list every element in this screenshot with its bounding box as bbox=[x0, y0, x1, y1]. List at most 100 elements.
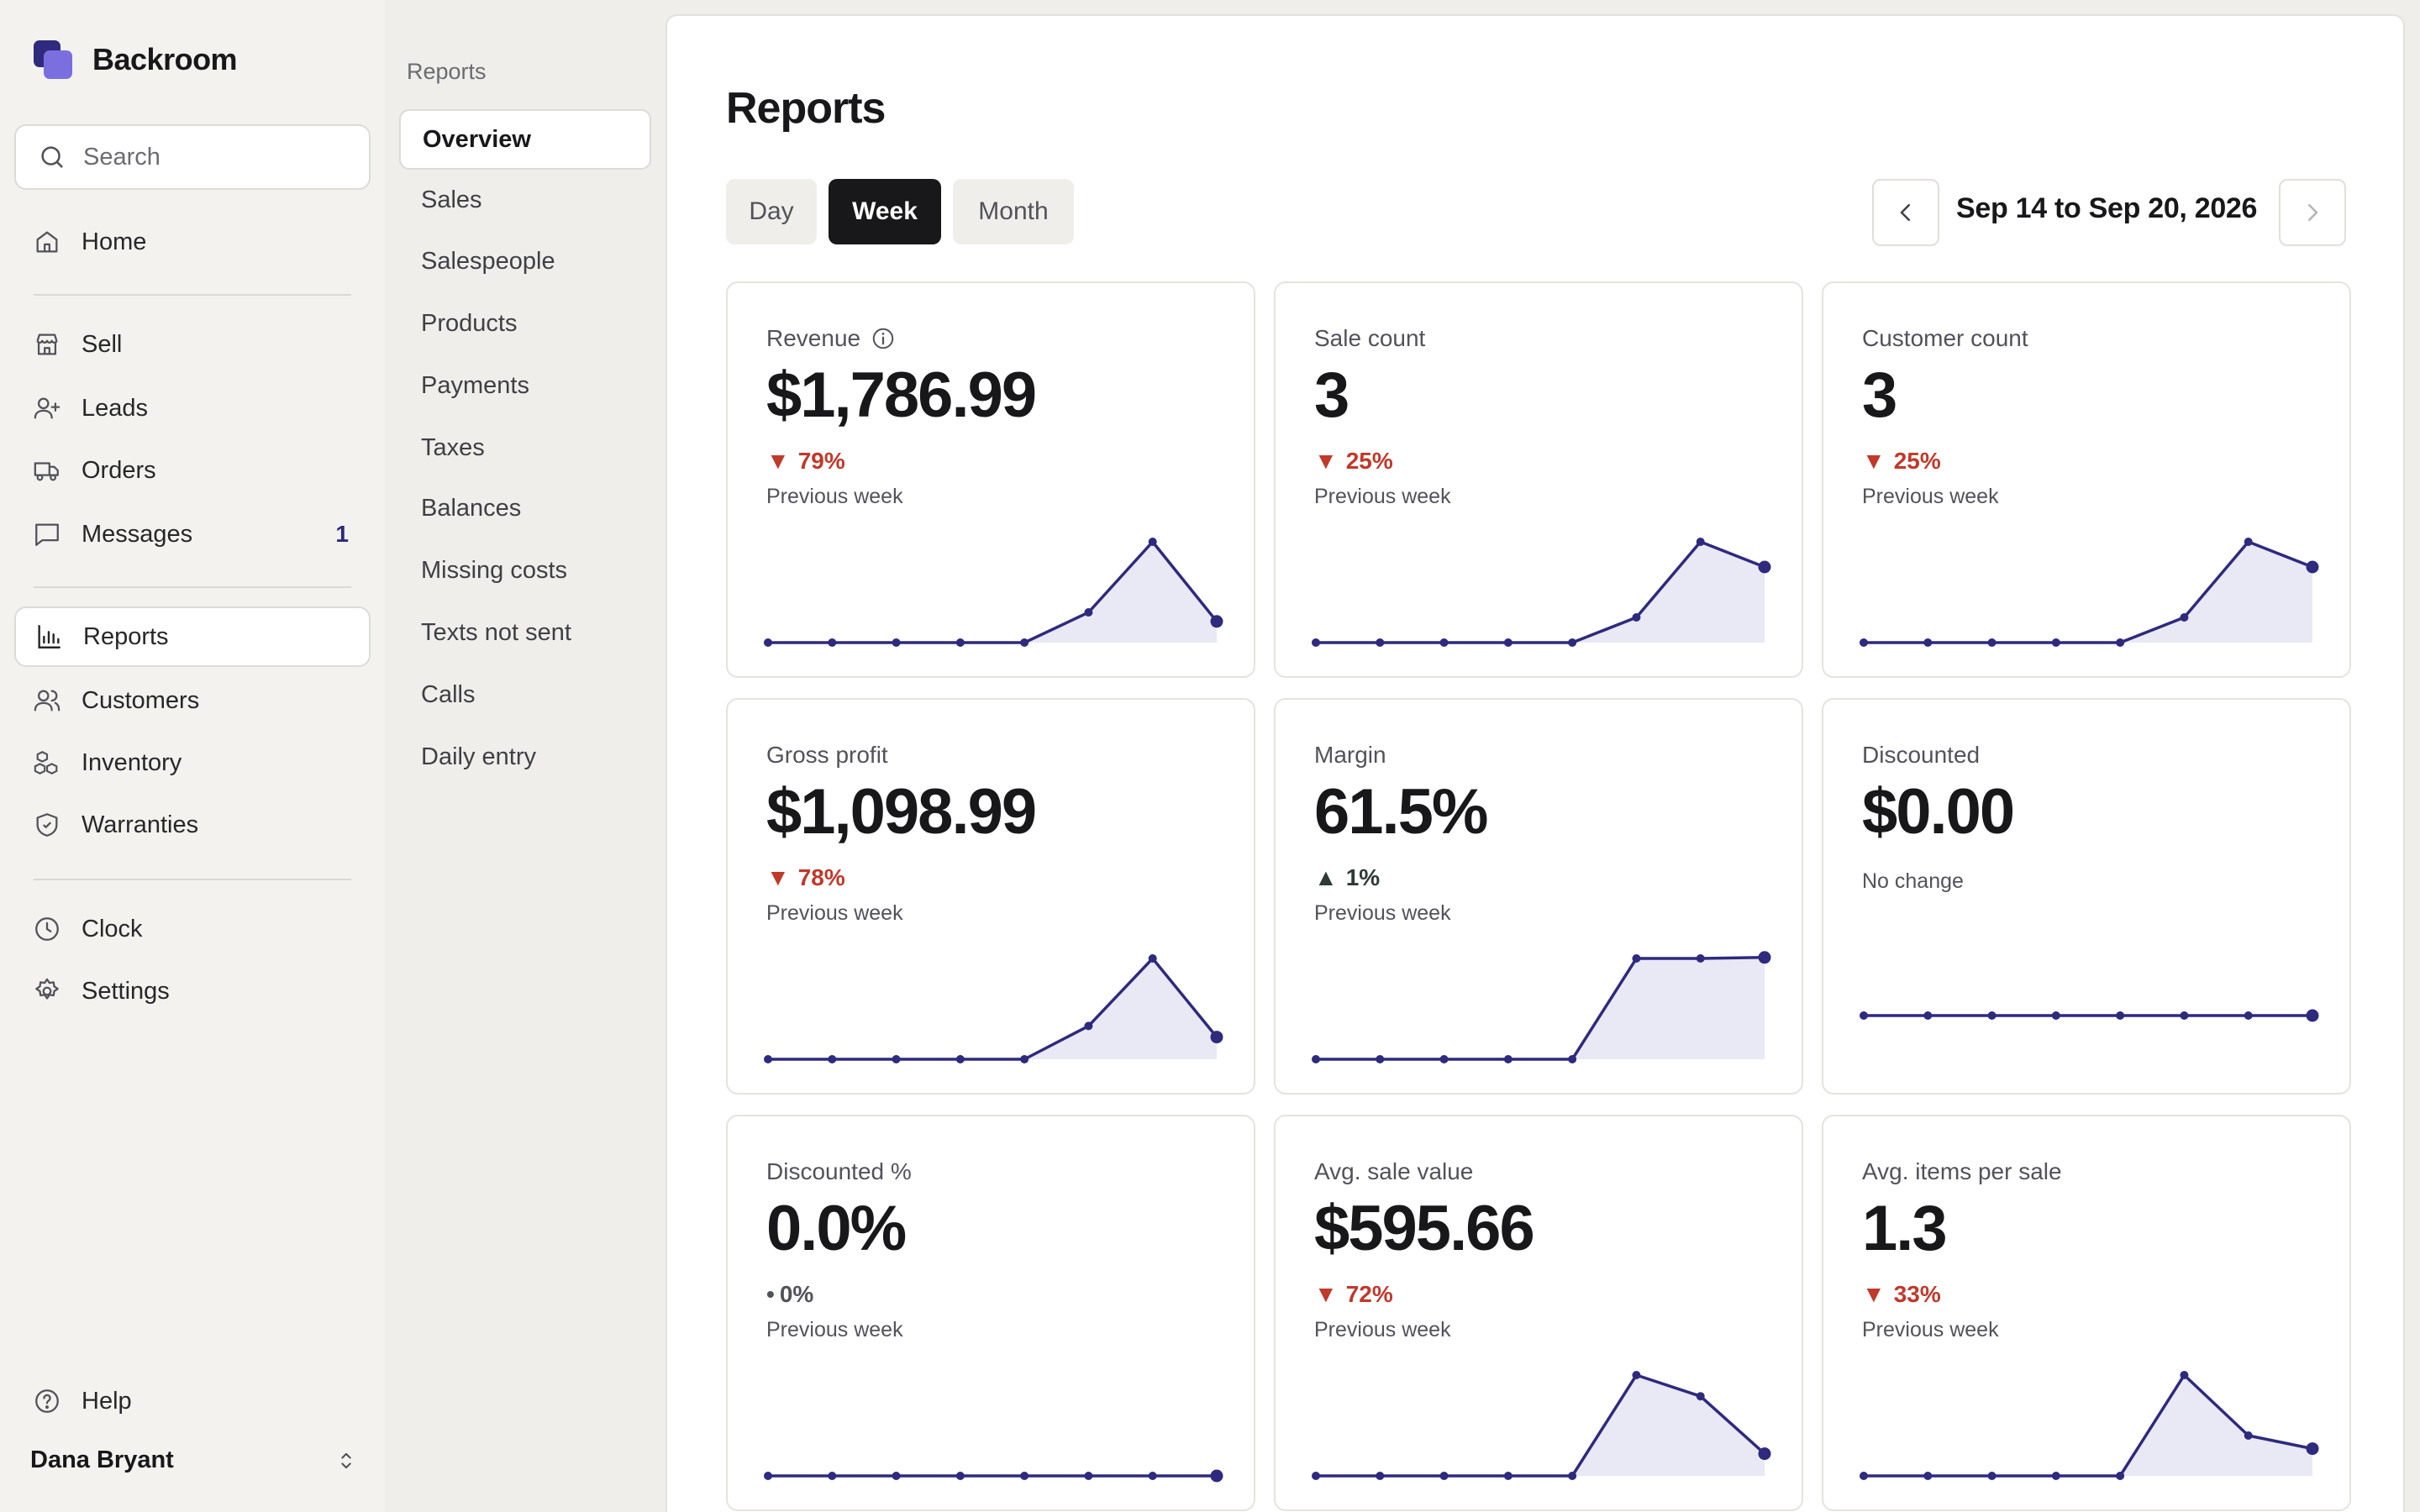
metric-card-avg-sale-value[interactable]: Avg. sale value $595.66 ▼ 72% Previous week bbox=[1274, 1115, 1803, 1511]
metric-change: ▼ 72% bbox=[1314, 1281, 1393, 1308]
metric-label-text: Discounted bbox=[1862, 742, 1981, 768]
metric-value: 0.0% bbox=[766, 1193, 907, 1264]
sparkline-point bbox=[1210, 615, 1223, 628]
sparkline bbox=[1312, 951, 1771, 1063]
sidebar-item-sell[interactable]: Sell bbox=[14, 314, 371, 375]
sparkline-point bbox=[1148, 954, 1157, 963]
subnav-item-calls[interactable]: Calls bbox=[421, 680, 476, 708]
sparkline-point bbox=[1987, 1472, 1996, 1480]
metric-change-value: 1% bbox=[1345, 864, 1381, 890]
sparkline bbox=[764, 954, 1223, 1063]
metric-card-discounted[interactable]: Discounted $0.00 No change bbox=[1822, 698, 2351, 1095]
sidebar-item-label: Leads bbox=[82, 394, 149, 422]
metric-change-value: 79% bbox=[797, 448, 845, 474]
sparkline-point bbox=[1210, 1469, 1223, 1483]
metric-label: Discounted bbox=[1862, 742, 1980, 769]
sidebar-item-clock[interactable]: Clock bbox=[14, 899, 371, 959]
next-period-button[interactable] bbox=[2279, 179, 2346, 246]
reports-subnav: Reports Overview Sales Salespeople Produ… bbox=[385, 0, 666, 1512]
metric-change: ▼ 25% bbox=[1314, 448, 1393, 475]
sparkline-point bbox=[892, 638, 901, 647]
sparkline-point bbox=[1923, 1011, 1933, 1020]
metric-label: Discounted % bbox=[766, 1158, 912, 1185]
subnav-item-payments[interactable]: Payments bbox=[421, 371, 529, 399]
sparkline-line bbox=[1864, 540, 2313, 644]
subnav-item-taxes[interactable]: Taxes bbox=[421, 433, 485, 461]
sparkline bbox=[764, 1469, 1223, 1483]
sidebar-item-customers[interactable]: Customers bbox=[14, 670, 371, 731]
user-menu[interactable]: Dana Bryant bbox=[30, 1446, 358, 1474]
sparkline-point bbox=[1923, 1472, 1933, 1480]
brand-logo bbox=[34, 40, 72, 79]
sidebar-item-reports[interactable]: Reports bbox=[14, 606, 371, 667]
sidebar-item-warranties[interactable]: Warranties bbox=[14, 795, 371, 855]
message-icon bbox=[35, 523, 59, 546]
sidebar-item-help[interactable]: Help bbox=[14, 1371, 371, 1431]
dot-icon: • bbox=[766, 1281, 775, 1307]
sidebar-item-label: Customers bbox=[82, 686, 200, 714]
sparkline-point bbox=[764, 1472, 772, 1480]
brand[interactable]: Backroom bbox=[34, 40, 238, 79]
sparkline-area bbox=[768, 542, 1217, 643]
metric-comparison: Previous week bbox=[1862, 485, 1999, 508]
period-month-button[interactable]: Month bbox=[953, 179, 1074, 244]
search-box[interactable] bbox=[14, 124, 371, 190]
sidebar-item-label: Settings bbox=[82, 977, 170, 1005]
subnav-item-overview[interactable]: Overview bbox=[399, 109, 651, 170]
previous-period-button[interactable] bbox=[1872, 179, 1939, 246]
metric-card-customer-count[interactable]: Customer count 3 ▼ 25% Previous week bbox=[1822, 281, 2351, 678]
help-circle-icon bbox=[35, 1389, 59, 1413]
sparkline-point bbox=[2116, 1011, 2125, 1020]
metric-card-revenue[interactable]: Revenue $1,786.99 ▼ 79% Previous week bbox=[726, 281, 1255, 678]
metric-card-gross-profit[interactable]: Gross profit $1,098.99 ▼ 78% Previous week bbox=[726, 698, 1255, 1095]
sparkline-point bbox=[2051, 1011, 2060, 1020]
sidebar-item-inventory[interactable]: Inventory bbox=[14, 732, 371, 793]
sparkline-point bbox=[2180, 1371, 2189, 1379]
subnav-item-salespeople[interactable]: Salespeople bbox=[421, 247, 555, 275]
sparkline-area bbox=[1316, 957, 1765, 1059]
sparkline-point bbox=[1084, 608, 1093, 617]
metric-label-text: Margin bbox=[1314, 742, 1386, 768]
sidebar-item-home[interactable]: Home bbox=[14, 212, 371, 272]
divider bbox=[34, 294, 351, 296]
sparkline-point bbox=[2180, 613, 2189, 622]
subnav-item-missing-costs[interactable]: Missing costs bbox=[421, 556, 568, 584]
sidebar-item-leads[interactable]: Leads bbox=[14, 378, 371, 438]
period-day-button[interactable]: Day bbox=[726, 179, 817, 244]
sparkline-point bbox=[1376, 638, 1385, 647]
subnav-item-daily-entry[interactable]: Daily entry bbox=[421, 743, 536, 770]
subnav-item-sales[interactable]: Sales bbox=[421, 186, 482, 213]
metric-label: Margin bbox=[1314, 742, 1386, 769]
info-icon[interactable] bbox=[871, 326, 896, 351]
triangle-down-icon: ▼ bbox=[1314, 1281, 1338, 1307]
metric-change-value: 25% bbox=[1893, 448, 1941, 474]
store-icon bbox=[36, 333, 58, 355]
sparkline-point bbox=[1860, 1472, 1868, 1480]
sparkline-point bbox=[1376, 1055, 1385, 1063]
triangle-down-icon: ▼ bbox=[1862, 1281, 1886, 1307]
boxes-icon bbox=[34, 751, 58, 774]
metric-label: Gross profit bbox=[766, 742, 888, 769]
page-title: Reports bbox=[726, 84, 886, 133]
sparkline-point bbox=[1696, 1392, 1705, 1401]
metric-card-avg-items-per-sale[interactable]: Avg. items per sale 1.3 ▼ 33% Previous week bbox=[1822, 1115, 2351, 1511]
subnav-item-products[interactable]: Products bbox=[421, 309, 518, 337]
sidebar-item-messages[interactable]: Messages 1 bbox=[14, 504, 371, 564]
sparkline-point bbox=[1148, 538, 1157, 546]
sparkline-point bbox=[1376, 1472, 1385, 1480]
period-week-button[interactable]: Week bbox=[829, 179, 941, 244]
sparkline-point bbox=[2306, 1442, 2319, 1456]
metric-card-sale-count[interactable]: Sale count 3 ▼ 25% Previous week bbox=[1274, 281, 1803, 678]
search-input[interactable] bbox=[83, 143, 352, 171]
triangle-down-icon: ▼ bbox=[766, 448, 790, 474]
subnav-item-texts-not-sent[interactable]: Texts not sent bbox=[421, 618, 571, 646]
subnav-item-balances[interactable]: Balances bbox=[421, 494, 522, 522]
sparkline-point bbox=[2116, 638, 2125, 647]
metric-card-margin[interactable]: Margin 61.5% ▲ 1% Previous week bbox=[1274, 698, 1803, 1095]
metric-label: Sale count bbox=[1314, 325, 1425, 352]
sidebar-item-orders[interactable]: Orders bbox=[14, 440, 371, 501]
sparkline-point bbox=[1312, 1055, 1320, 1063]
metric-card-discounted[interactable]: Discounted % 0.0% • 0% Previous week bbox=[726, 1115, 1255, 1511]
metric-change: ▼ 33% bbox=[1862, 1281, 1941, 1308]
sidebar-item-settings[interactable]: Settings bbox=[14, 961, 371, 1021]
